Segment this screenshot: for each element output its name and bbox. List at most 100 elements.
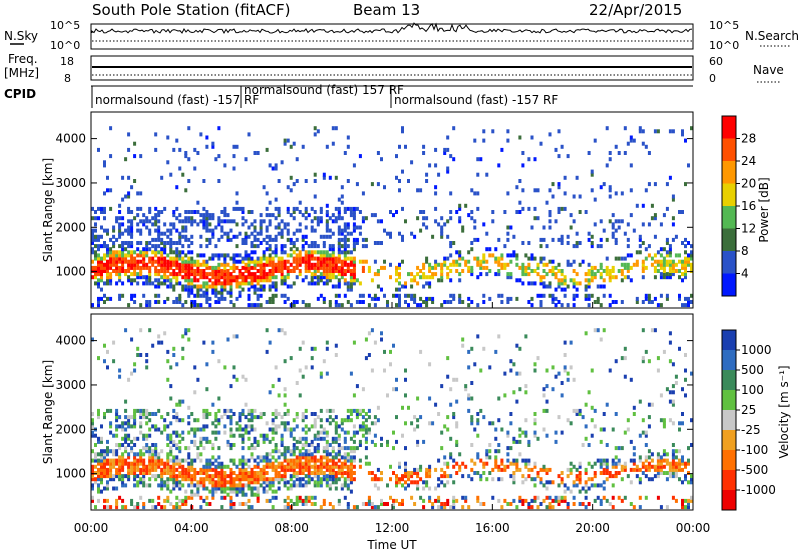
range-cell <box>292 418 296 423</box>
range-cell <box>563 206 567 211</box>
range-cell <box>232 365 236 370</box>
range-cell <box>118 455 122 460</box>
range-cell <box>127 474 131 479</box>
range-cell <box>503 265 507 270</box>
range-cell <box>425 216 429 221</box>
range-cell <box>467 265 471 270</box>
range-cell <box>295 483 299 488</box>
range-cell <box>617 225 621 230</box>
range-cell <box>232 471 236 475</box>
range-cell <box>644 430 648 435</box>
range-cell <box>133 474 137 479</box>
range-cell <box>154 474 158 479</box>
range-cell <box>551 269 555 273</box>
range-cell <box>124 474 128 479</box>
range-cell <box>373 340 377 345</box>
range-cell <box>127 132 131 137</box>
range-cell <box>386 443 389 447</box>
range-cell <box>148 219 152 224</box>
range-cell <box>235 259 239 264</box>
range-cell <box>425 480 429 485</box>
range-cell <box>151 467 155 472</box>
range-cell <box>386 502 389 506</box>
range-cell <box>220 275 224 280</box>
range-cell <box>136 281 140 286</box>
range-cell <box>94 222 97 227</box>
range-cell <box>124 253 128 258</box>
range-cell <box>376 269 380 273</box>
range-cell <box>349 281 353 286</box>
range-cell <box>175 275 179 280</box>
range-cell <box>419 188 423 193</box>
range-cell <box>367 293 371 298</box>
range-cell <box>172 430 176 435</box>
range-cell <box>175 443 179 447</box>
range-cell <box>614 471 618 475</box>
range-cell <box>322 172 326 177</box>
range-cell <box>265 225 269 230</box>
colorbar-tick-label: 25 <box>741 403 756 417</box>
range-cell <box>190 480 194 485</box>
range-cell <box>175 495 179 500</box>
range-cell <box>148 452 152 457</box>
range-cell <box>241 427 245 432</box>
range-cell <box>307 449 311 454</box>
range-cell <box>476 256 480 261</box>
range-cell <box>163 247 167 252</box>
range-cell <box>668 265 672 270</box>
range-cell <box>259 412 263 416</box>
range-cell <box>211 467 215 472</box>
range-cell <box>238 467 242 472</box>
range-cell <box>115 269 119 273</box>
range-cell <box>286 231 290 236</box>
range-cell <box>319 505 323 510</box>
range-cell <box>184 331 188 336</box>
range-cell <box>352 430 356 435</box>
range-cell <box>289 430 293 435</box>
range-cell <box>184 287 188 292</box>
range-cell <box>274 412 278 416</box>
range-cell <box>617 446 621 451</box>
range-cell <box>569 421 573 426</box>
range-cell <box>620 272 624 277</box>
range-cell <box>163 244 167 249</box>
range-cell <box>626 244 630 249</box>
range-cell <box>479 262 483 267</box>
range-cell <box>100 489 103 494</box>
range-cell <box>286 408 290 413</box>
range-cell <box>178 213 182 218</box>
range-cell <box>127 269 131 273</box>
range-cell <box>425 296 429 301</box>
range-cell <box>590 464 594 469</box>
range-cell <box>118 458 122 463</box>
range-cell <box>127 467 131 472</box>
range-cell <box>250 412 254 416</box>
range-cell <box>578 474 582 479</box>
range-cell <box>295 464 299 469</box>
range-cell <box>241 436 245 441</box>
range-cell <box>449 455 453 460</box>
range-cell <box>611 427 615 432</box>
range-cell <box>277 265 281 270</box>
range-cell <box>608 272 612 277</box>
range-cell <box>214 269 218 273</box>
range-cell <box>115 498 119 503</box>
range-cell <box>259 467 263 472</box>
range-cell <box>419 477 423 482</box>
range-cell <box>482 253 486 258</box>
range-cell <box>286 495 290 500</box>
range-cell <box>542 293 546 298</box>
range-cell <box>259 284 263 289</box>
range-cell <box>358 408 362 413</box>
range-cell <box>419 269 423 273</box>
nsearch-tick-bottom: 10^0 <box>709 39 739 52</box>
range-cell <box>298 449 302 454</box>
range-cell <box>280 436 284 441</box>
range-cell <box>295 265 299 270</box>
range-cell <box>476 334 480 339</box>
range-cell <box>274 275 278 280</box>
range-cell <box>181 502 185 506</box>
range-cell <box>298 250 302 255</box>
range-cell <box>659 471 663 475</box>
range-cell <box>310 471 314 475</box>
